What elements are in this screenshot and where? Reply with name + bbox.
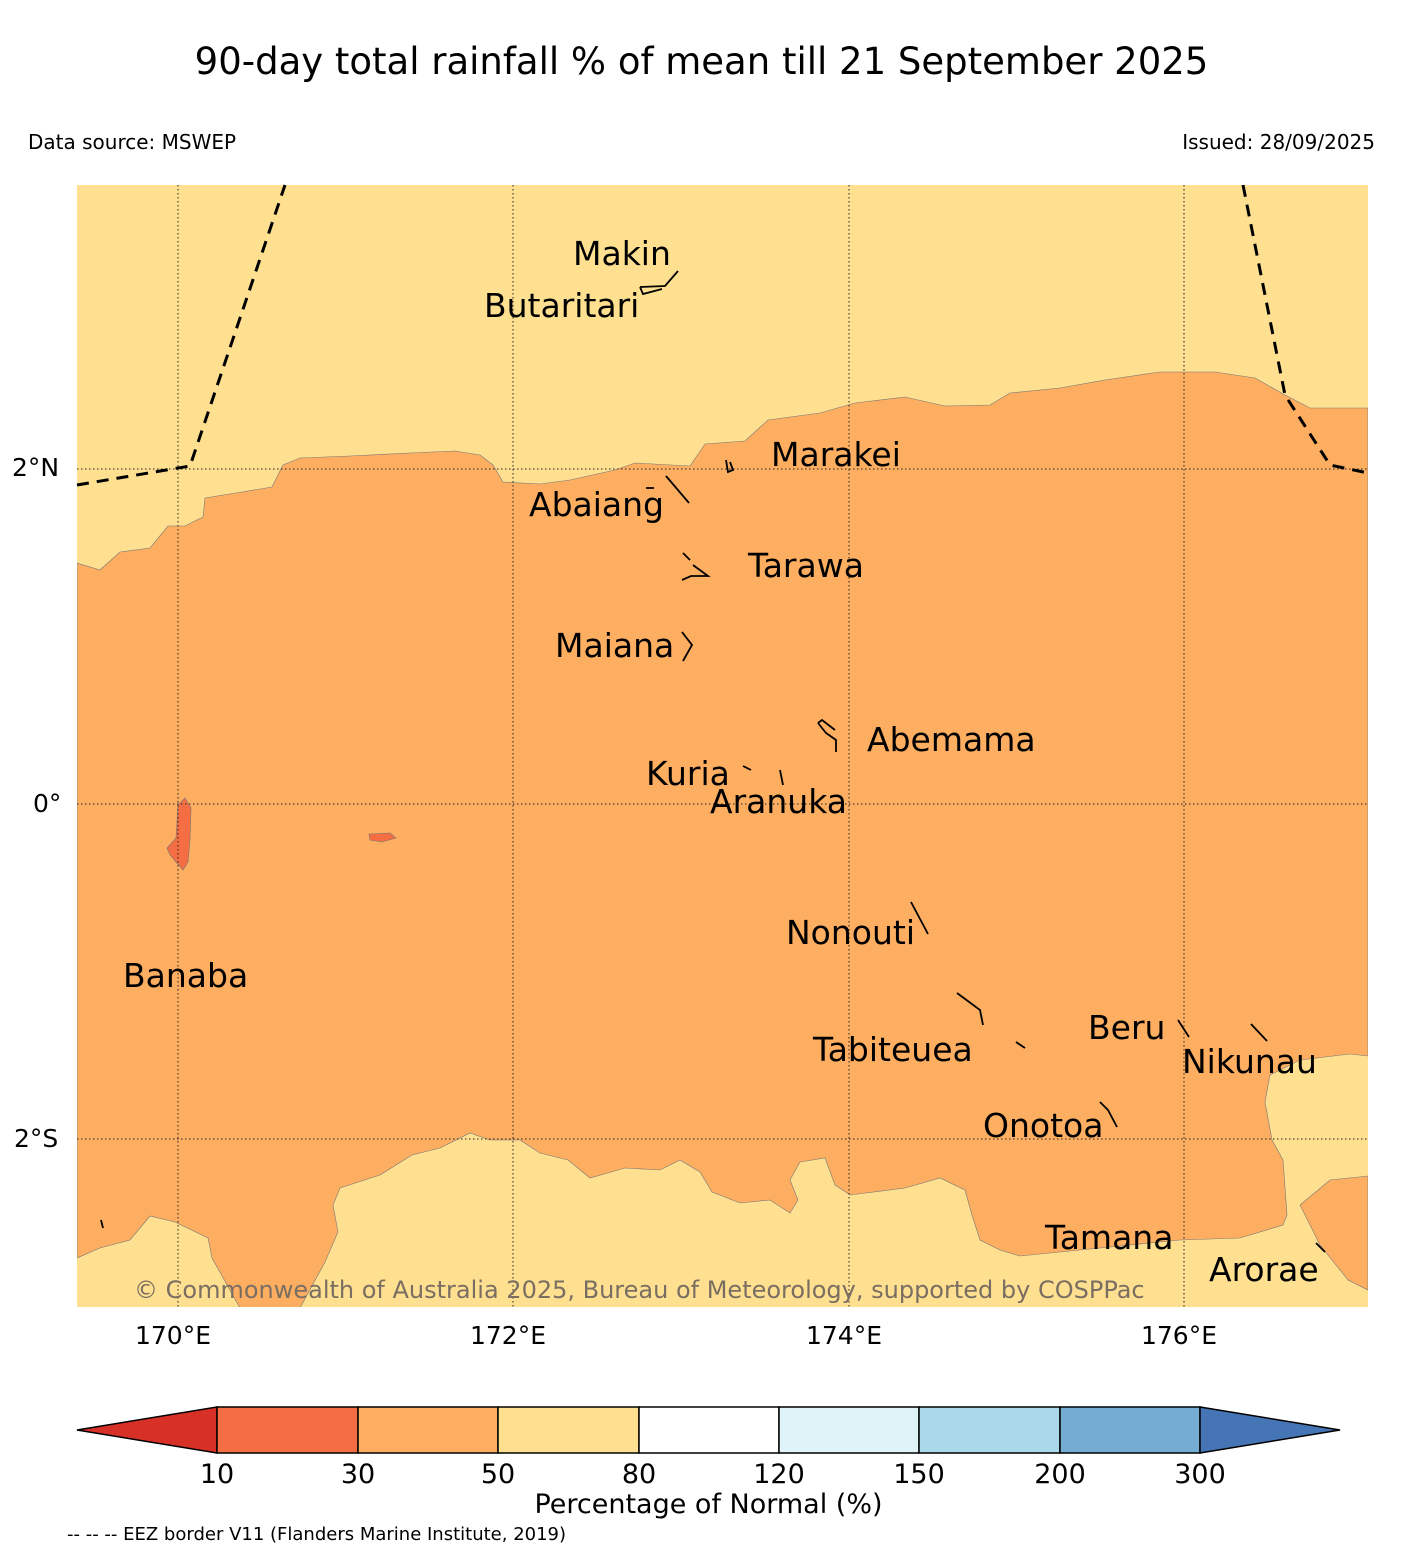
colorbar-30-50 — [357, 1406, 499, 1454]
colorbar-200-300 — [1059, 1406, 1201, 1454]
label-tabiteuea: Tabiteuea — [813, 1030, 973, 1069]
colorbar-over — [1199, 1406, 1341, 1454]
colorbar-10-30 — [216, 1406, 359, 1454]
lon-label-176e: 176°E — [1141, 1321, 1218, 1350]
colorbar-tick-50: 50 — [480, 1459, 516, 1490]
label-arorae: Arorae — [1209, 1250, 1319, 1289]
colorbar-under — [76, 1406, 218, 1454]
label-nonouti: Nonouti — [786, 913, 916, 952]
colorbar-150-200 — [918, 1406, 1061, 1454]
label-onotoa: Onotoa — [983, 1106, 1104, 1145]
gridlines — [77, 185, 1368, 1307]
label-maiana: Maiana — [555, 626, 675, 665]
zone-10-30-east — [368, 832, 397, 843]
copyright-notice: © Commonwealth of Australia 2025, Bureau… — [134, 1276, 1145, 1304]
label-beru: Beru — [1088, 1008, 1166, 1047]
lon-label-172e: 172°E — [470, 1321, 547, 1350]
colorbar-tick-200: 200 — [1034, 1459, 1086, 1490]
colorbar-80-120 — [638, 1406, 780, 1454]
colorbar-tick-300: 300 — [1174, 1459, 1226, 1490]
colorbar — [76, 1406, 1341, 1454]
colorbar-tick-10: 10 — [199, 1459, 235, 1490]
abaiang-outline — [646, 475, 690, 504]
nonouti-outline — [910, 901, 929, 935]
kuria-outline — [742, 765, 752, 771]
lat-label-2s: 2°S — [14, 1124, 59, 1153]
label-abemama: Abemama — [867, 720, 1036, 759]
nikunau-outline — [1250, 1023, 1268, 1042]
maiana-outline — [681, 631, 694, 662]
label-makin: Makin — [573, 234, 671, 273]
eez-border — [76, 184, 1369, 487]
eez-note: -- -- -- EEZ border V11 (Flanders Marine… — [67, 1524, 567, 1545]
island-outlines — [100, 270, 1326, 1253]
label-banaba: Banaba — [123, 956, 249, 995]
colorbar-title: Percentage of Normal (%) — [534, 1489, 883, 1520]
onotoa-outline — [1099, 1101, 1118, 1128]
zone-30-50 — [77, 371, 1368, 1307]
map-title: 90-day total rainfall % of mean till 21 … — [194, 40, 1209, 83]
label-abaiang: Abaiang — [529, 485, 664, 524]
banaba-outline — [100, 1219, 104, 1229]
colorbar-tick-80: 80 — [621, 1459, 657, 1490]
lat-label-0: 0° — [33, 789, 62, 818]
tabiteuea-outline — [956, 992, 1026, 1049]
marakei-outline — [725, 459, 735, 474]
label-marakei: Marakei — [771, 435, 901, 474]
lat-label-2n: 2°N — [12, 453, 60, 482]
colorbar-tick-150: 150 — [893, 1459, 945, 1490]
label-nikunau: Nikunau — [1182, 1042, 1317, 1081]
tarawa-outline — [681, 552, 711, 581]
label-aranuka: Aranuka — [710, 782, 847, 821]
label-tamana: Tamana — [1045, 1218, 1174, 1257]
colorbar-120-150 — [778, 1406, 920, 1454]
label-butaritari: Butaritari — [484, 286, 640, 325]
label-tarawa: Tarawa — [748, 546, 864, 585]
colorbar-50-80 — [497, 1406, 640, 1454]
zone-10-30-banaba — [166, 797, 192, 871]
abemama-outline — [817, 718, 837, 752]
aranuka-outline — [779, 769, 784, 786]
lon-label-170e: 170°E — [135, 1321, 212, 1350]
map-field — [77, 185, 1368, 1307]
colorbar-tick-30: 30 — [340, 1459, 376, 1490]
lon-label-174e: 174°E — [806, 1321, 883, 1350]
data-source: Data source: MSWEP — [28, 130, 237, 154]
colorbar-tick-120: 120 — [753, 1459, 805, 1490]
label-kuria: Kuria — [646, 754, 730, 793]
beru-outline — [1177, 1019, 1190, 1038]
arorae-outline — [1315, 1242, 1326, 1253]
issued-date: Issued: 28/09/2025 — [1182, 130, 1375, 154]
makin-outline — [639, 270, 679, 296]
